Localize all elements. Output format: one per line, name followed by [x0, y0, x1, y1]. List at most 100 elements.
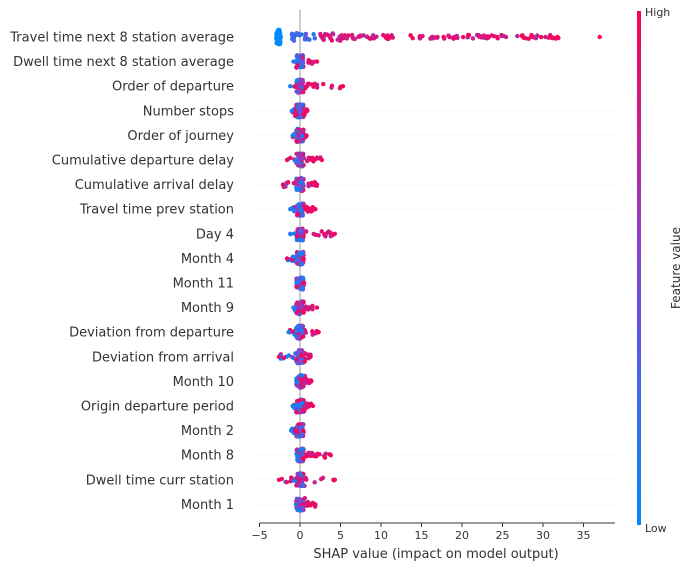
shap-point	[296, 398, 302, 403]
shap-point	[319, 229, 324, 234]
shap-point	[299, 478, 304, 484]
shap-point	[300, 60, 306, 66]
shap-point	[294, 237, 300, 243]
colorbar-low-label: Low	[645, 522, 667, 535]
shap-point	[318, 33, 324, 39]
shap-point	[304, 477, 309, 482]
shap-point	[298, 151, 303, 156]
shap-point	[515, 33, 520, 39]
shap-point	[289, 475, 294, 480]
shap-point	[374, 34, 379, 39]
shap-point	[309, 61, 315, 66]
shap-point	[300, 446, 306, 452]
feature-rows: Travel time next 8 station average Dwell …	[9, 31, 615, 513]
feature-label: Month 11	[173, 277, 234, 292]
shap-point	[304, 453, 310, 459]
feature-label: Month 8	[181, 449, 234, 464]
shap-point	[294, 158, 300, 163]
shap-point	[294, 351, 300, 356]
shap-point	[300, 176, 305, 182]
shap-point	[337, 34, 342, 39]
shap-point	[321, 81, 326, 87]
shap-point	[297, 348, 302, 353]
shap-point	[548, 35, 553, 40]
shap-point	[300, 506, 306, 511]
shap-point	[538, 34, 544, 40]
shap-point	[290, 33, 295, 38]
shap-point	[299, 83, 304, 88]
shap-point	[296, 359, 301, 364]
colorbar-gradient	[637, 11, 641, 525]
shap-point	[322, 455, 328, 460]
shap-point	[295, 453, 300, 458]
colorbar-title: Feature value	[669, 227, 683, 309]
shap-point	[294, 409, 299, 415]
shap-point	[318, 476, 324, 482]
shap-point	[290, 133, 295, 138]
feature-label: Deviation from departure	[69, 326, 234, 341]
shap-point	[435, 34, 440, 40]
shap-point	[291, 305, 296, 310]
shap-point	[281, 355, 287, 360]
shap-point	[311, 32, 316, 37]
feature-label: Deviation from arrival	[92, 350, 234, 365]
shap-point	[329, 38, 335, 43]
shap-point	[288, 84, 293, 89]
shap-point	[299, 373, 304, 378]
shap-point	[420, 33, 425, 39]
shap-point	[296, 308, 301, 313]
shap-point	[302, 502, 308, 507]
shap-point	[304, 158, 310, 164]
shap-point	[299, 431, 305, 437]
shap-point	[301, 256, 306, 261]
shap-point	[299, 385, 305, 390]
shap-point	[294, 434, 300, 439]
feature-label: Dwell time curr station	[86, 473, 234, 488]
shap-point	[319, 157, 325, 163]
shap-point	[304, 36, 309, 41]
shap-point	[314, 305, 320, 310]
shap-point	[305, 499, 311, 505]
shap-point	[311, 159, 316, 164]
shap-point	[298, 403, 303, 409]
shap-point	[332, 231, 338, 236]
shap-point	[284, 157, 290, 163]
shap-point	[356, 34, 361, 40]
shap-point	[300, 238, 305, 243]
shap-point	[329, 83, 335, 88]
shap-point	[289, 108, 295, 114]
shap-point	[342, 35, 347, 40]
shap-point	[429, 35, 434, 40]
shap-point	[300, 452, 305, 457]
shap-point	[303, 307, 308, 312]
shap-point	[305, 108, 310, 114]
shap-point	[284, 256, 290, 261]
shap-point	[276, 477, 282, 482]
shap-point	[315, 156, 320, 161]
shap-point	[294, 205, 300, 210]
shap-point	[303, 86, 308, 91]
shap-point	[298, 58, 303, 63]
shap-point	[301, 408, 306, 413]
shap-point	[301, 203, 307, 209]
shap-point	[303, 32, 308, 37]
shap-point	[312, 36, 318, 41]
shap-point	[298, 156, 304, 161]
shap-point	[316, 330, 321, 335]
shap-point	[301, 89, 306, 95]
shap-point	[301, 280, 307, 286]
scatter-points	[274, 27, 602, 513]
shap-point	[277, 41, 283, 47]
shap-point	[385, 36, 391, 42]
shap-point	[290, 329, 295, 334]
shap-point	[306, 81, 312, 87]
shap-point	[328, 453, 333, 458]
shap-point	[296, 31, 301, 37]
shap-point	[295, 323, 301, 329]
shap-point	[290, 403, 295, 409]
shap-point	[295, 457, 300, 463]
shap-point	[299, 54, 305, 59]
shap-point	[294, 402, 299, 407]
feature-label: Cumulative arrival delay	[75, 178, 235, 193]
feature-label: Month 10	[173, 375, 234, 390]
